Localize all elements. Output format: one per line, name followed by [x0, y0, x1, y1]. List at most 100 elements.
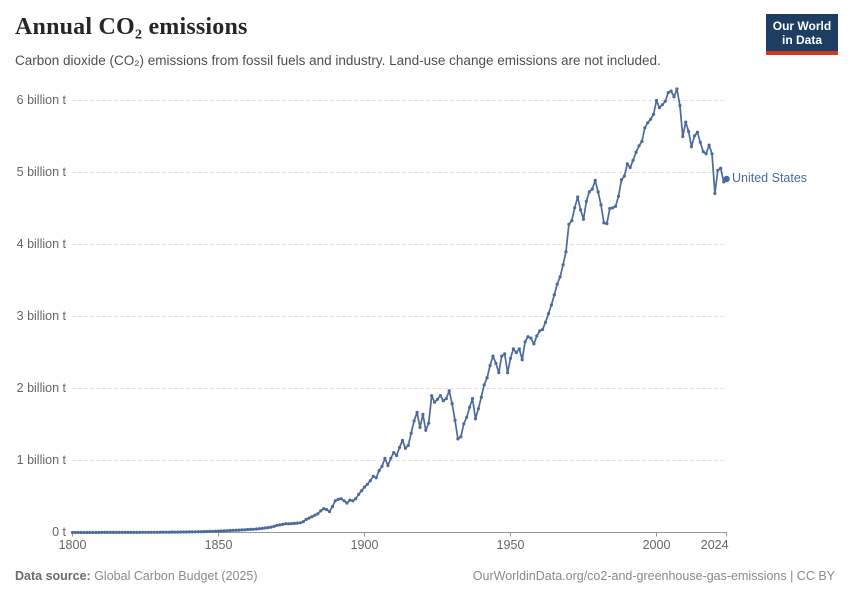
data-point: [631, 158, 635, 162]
data-point: [82, 530, 86, 535]
data-point: [365, 482, 369, 486]
data-point: [257, 527, 261, 531]
data-point: [456, 437, 460, 441]
data-point: [374, 476, 378, 480]
data-point: [146, 530, 150, 534]
data-point: [79, 530, 83, 535]
data-point: [76, 530, 80, 535]
data-point: [170, 530, 174, 534]
data-point: [719, 166, 723, 170]
data-point: [485, 376, 489, 380]
data-point: [692, 134, 697, 138]
data-point: [149, 530, 153, 534]
data-point: [143, 530, 148, 534]
data-point: [716, 168, 720, 172]
data-point: [193, 530, 197, 534]
data-point: [348, 498, 352, 502]
data-point: [322, 507, 326, 511]
data-point: [155, 530, 159, 534]
data-point: [278, 523, 282, 527]
data-point: [619, 178, 624, 182]
footer-citation-link[interactable]: OurWorldinData.org/co2-and-greenhouse-ga…: [472, 569, 835, 583]
data-point: [324, 507, 329, 512]
data-point: [103, 530, 107, 535]
data-point: [579, 208, 583, 212]
data-point: [173, 530, 177, 534]
data-point: [240, 528, 244, 532]
data-point: [634, 150, 638, 154]
data-point: [176, 530, 180, 534]
data-point: [307, 516, 311, 520]
data-point: [473, 417, 478, 421]
data-point: [488, 363, 492, 368]
data-point: [666, 91, 670, 95]
data-point: [138, 530, 142, 535]
data-point: [470, 397, 475, 401]
data-point: [616, 194, 621, 198]
data-point: [360, 489, 364, 493]
data-point: [403, 446, 407, 450]
data-point: [94, 530, 98, 535]
data-point: [281, 522, 285, 527]
data-point: [654, 98, 659, 103]
data-point: [161, 530, 165, 534]
data-point: [275, 523, 279, 527]
data-point: [310, 515, 314, 519]
data-point: [558, 275, 562, 279]
data-point: [430, 394, 434, 398]
data-point: [494, 361, 498, 365]
data-point: [214, 529, 218, 533]
emissions-line[interactable]: [71, 88, 728, 534]
data-point: [251, 527, 256, 531]
data-point: [532, 342, 536, 346]
series-label-united-states[interactable]: United States: [732, 170, 808, 185]
data-point: [211, 529, 215, 533]
data-point: [202, 530, 206, 534]
data-point: [234, 528, 238, 532]
data-point: [412, 419, 416, 423]
data-point: [187, 530, 191, 534]
data-point: [205, 529, 209, 534]
data-point: [88, 530, 92, 535]
data-point: [465, 415, 469, 419]
data-point: [216, 529, 221, 533]
data-point: [611, 206, 615, 210]
data-point: [339, 497, 343, 501]
data-point: [316, 512, 320, 516]
data-point: [357, 492, 361, 496]
data-point: [552, 293, 556, 297]
data-point: [625, 162, 629, 166]
data-point: [289, 522, 294, 526]
data-point: [190, 530, 194, 534]
data-point: [503, 352, 507, 356]
data-point: [520, 358, 524, 362]
data-point: [523, 340, 527, 344]
data-point: [260, 526, 264, 531]
data-point: [424, 428, 428, 432]
data-point: [453, 418, 457, 422]
data-point: [689, 145, 694, 149]
data-point: [333, 499, 337, 503]
data-point: [301, 520, 305, 524]
data-point: [511, 347, 515, 351]
data-point: [599, 203, 603, 207]
data-point: [657, 106, 662, 110]
data-point: [85, 530, 89, 535]
data-point: [506, 371, 510, 375]
data-point: [336, 497, 340, 501]
data-point: [237, 528, 241, 532]
data-point: [508, 356, 513, 360]
data-point: [263, 526, 267, 530]
data-point: [427, 421, 431, 425]
data-point: [643, 126, 647, 130]
data-point: [167, 530, 171, 534]
data-point: [590, 187, 594, 191]
data-point: [377, 469, 381, 473]
data-point: [91, 530, 95, 535]
data-point: [546, 312, 551, 316]
data-point: [327, 510, 332, 514]
data-point: [549, 303, 554, 307]
data-point: [660, 103, 664, 107]
